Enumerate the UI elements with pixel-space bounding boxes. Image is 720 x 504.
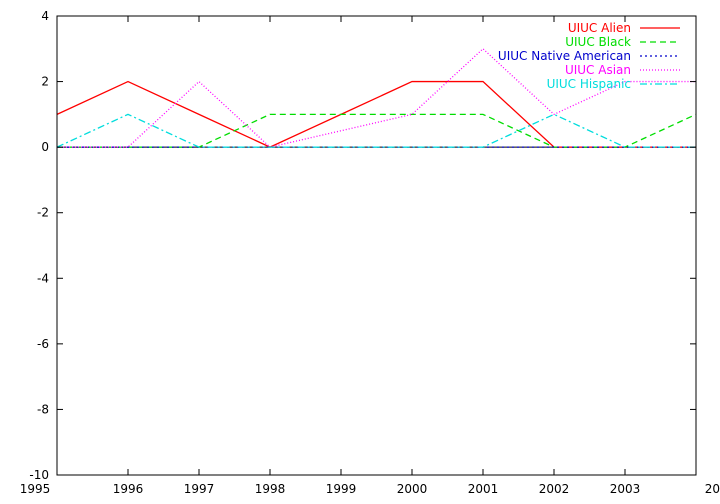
y-tick-label: 2 [41, 75, 49, 89]
legend-label: UIUC Black [565, 35, 631, 49]
plot-frame [56, 15, 697, 476]
series-line-1 [57, 113, 697, 148]
series-layer [56, 47, 697, 148]
x-tick-label: 1995 [20, 482, 51, 496]
series-line-0 [56, 80, 696, 148]
y-tick-label: -4 [37, 271, 49, 285]
series-line-4 [56, 113, 696, 148]
x-tick-label: 2000 [397, 482, 428, 496]
tick-layer: -10 -8 -6 -4 -2 0 2 4 1995 1996 1997 1998 1999 2000 20… [20, 9, 720, 496]
x-tick-label: 1996 [113, 482, 144, 496]
legend-label: UIUC Asian [565, 63, 631, 77]
y-tick-label: 4 [41, 9, 49, 23]
y-tick-label: 0 [41, 140, 49, 154]
y-tick-label: -8 [37, 402, 49, 416]
y-tick-label: -2 [37, 206, 49, 220]
y-tick-label: -6 [37, 337, 49, 351]
x-tick-label: 1998 [255, 482, 286, 496]
x-tick-label: 2003 [610, 482, 641, 496]
x-tick-label: 2001 [468, 482, 499, 496]
x-tick-label: 2004 [705, 482, 720, 496]
x-tick-label: 2002 [539, 482, 570, 496]
y-tick-label: -10 [29, 468, 49, 482]
x-tick-label: 1999 [326, 482, 357, 496]
legend-label: UIUC Alien [568, 21, 631, 35]
legend-label: UIUC Native American [498, 49, 631, 63]
legend-label: UIUC Hispanic [547, 77, 631, 91]
series-line-3 [57, 47, 696, 148]
x-tick-label: 1997 [184, 482, 215, 496]
